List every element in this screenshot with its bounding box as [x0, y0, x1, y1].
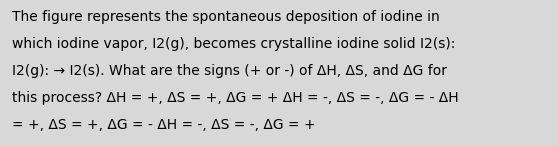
Text: I2(g): → I2(s). What are the signs (+ or -) of ΔH, ΔS, and ΔG for: I2(g): → I2(s). What are the signs (+ or… — [12, 64, 448, 78]
Text: The figure represents the spontaneous deposition of iodine in: The figure represents the spontaneous de… — [12, 10, 440, 24]
Text: which iodine vapor, I2(g), becomes crystalline iodine solid I2(s):: which iodine vapor, I2(g), becomes cryst… — [12, 37, 456, 51]
Text: = +, ΔS = +, ΔG = - ΔH = -, ΔS = -, ΔG = +: = +, ΔS = +, ΔG = - ΔH = -, ΔS = -, ΔG =… — [12, 118, 316, 132]
Text: this process? ΔH = +, ΔS = +, ΔG = + ΔH = -, ΔS = -, ΔG = - ΔH: this process? ΔH = +, ΔS = +, ΔG = + ΔH … — [12, 91, 459, 105]
